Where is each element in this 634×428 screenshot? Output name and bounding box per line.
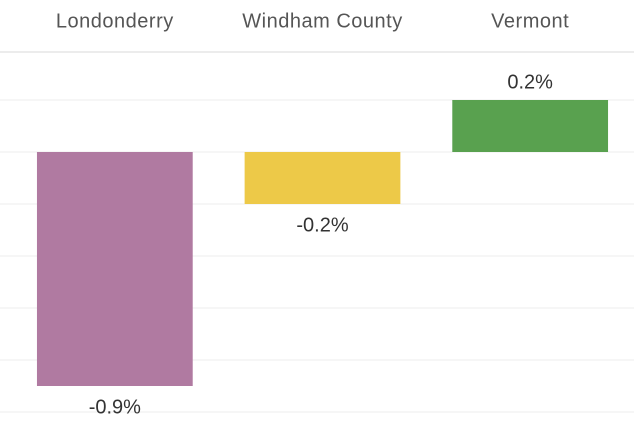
category-label: Windham County <box>242 10 402 32</box>
category-label: Vermont <box>491 10 569 32</box>
bar <box>36 152 193 386</box>
bar <box>452 100 609 152</box>
bar <box>244 152 401 204</box>
value-label: -0.2% <box>296 214 348 236</box>
value-label: 0.2% <box>507 71 553 93</box>
category-label: Londonderry <box>56 10 174 32</box>
value-label: -0.9% <box>89 396 141 418</box>
